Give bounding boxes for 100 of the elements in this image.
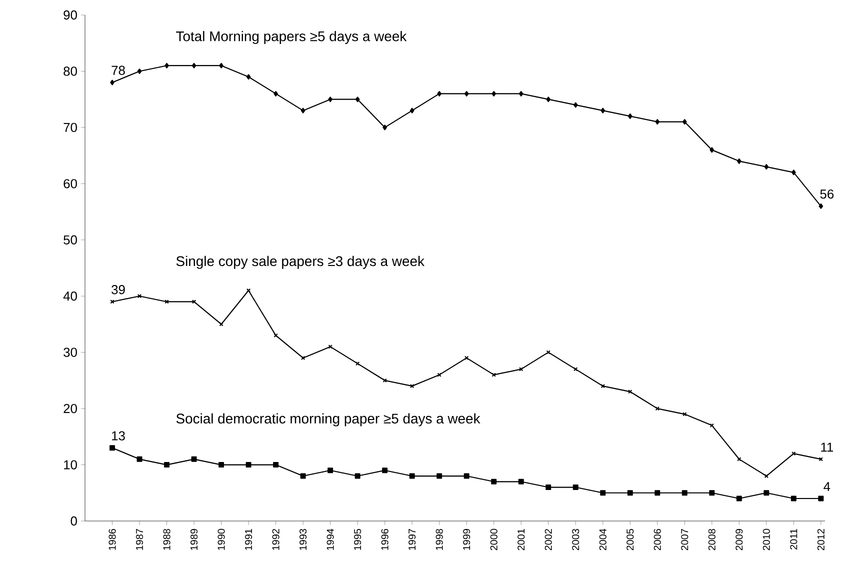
point [682, 119, 687, 125]
x-tick-label: 2003 [572, 528, 580, 550]
y-tick-label: 80 [64, 66, 77, 76]
y-tick-label: 90 [64, 10, 77, 20]
point [628, 113, 632, 119]
x-tick-label: 1986 [108, 528, 116, 550]
point [464, 473, 470, 479]
point [274, 90, 278, 96]
point [600, 108, 606, 114]
x-tick-label: 1988 [163, 528, 170, 550]
point [573, 102, 578, 108]
y-tick-label: 30 [64, 348, 77, 357]
data-label: 11 [821, 442, 834, 452]
point [410, 108, 414, 114]
point [110, 445, 115, 451]
point [572, 484, 578, 490]
x-tick-label: 2004 [599, 528, 606, 550]
point [791, 170, 796, 176]
point [328, 468, 334, 474]
x-tick-label: 1992 [272, 529, 280, 550]
point [546, 484, 552, 490]
data-label: 13 [112, 431, 125, 440]
point [164, 462, 170, 468]
point [110, 80, 114, 86]
x-tick-label: 2001 [518, 529, 525, 550]
point [136, 456, 142, 462]
point [764, 164, 769, 170]
point [736, 158, 742, 164]
y-tick-label: 20 [64, 404, 77, 414]
point [355, 96, 360, 102]
point [192, 300, 196, 304]
y-tick-label: 60 [64, 179, 77, 188]
point [654, 490, 660, 496]
data-label: 56 [820, 189, 834, 199]
text: Social democratic morning paper ≥5 days a week [176, 413, 480, 426]
y-tick-label: 40 [63, 292, 77, 301]
point [518, 478, 524, 484]
point [655, 119, 660, 125]
point [300, 108, 306, 114]
series-label: Total Morning papers ≥5 days a week [176, 30, 407, 44]
point [764, 490, 770, 496]
point [273, 462, 279, 468]
point [790, 496, 796, 502]
point [627, 490, 633, 496]
x-tick-label: 1989 [190, 528, 198, 550]
point [246, 288, 251, 293]
point [328, 96, 333, 102]
x-tick-label: 2005 [626, 528, 634, 550]
y-tick-label: 50 [64, 235, 77, 244]
x-tick-label: 2007 [681, 529, 688, 550]
data-label: 4 [824, 482, 830, 491]
point [682, 490, 688, 496]
y-tick-label: 70 [64, 122, 77, 132]
data-label: 39 [112, 285, 125, 294]
text: Single copy sale papers ≥3 days a week [176, 256, 424, 269]
point [219, 62, 224, 68]
x-tick-label: 1993 [300, 528, 307, 550]
x-tick-label: 2000 [490, 528, 498, 550]
point [600, 490, 606, 496]
point [818, 496, 824, 502]
point [300, 473, 306, 479]
x-tick-label: 2002 [544, 529, 552, 550]
point [464, 90, 469, 96]
point [710, 147, 714, 153]
x-tick-label: 2012 [817, 529, 824, 550]
point [354, 473, 360, 479]
x-tick-label: 1990 [218, 528, 225, 550]
x-tick-label: 2009 [736, 528, 743, 550]
point [491, 478, 497, 484]
x-tick-label: 2011 [790, 529, 798, 550]
point [246, 74, 251, 80]
point [709, 490, 715, 496]
point [382, 468, 388, 474]
point [192, 62, 196, 68]
x-tick-label: 1999 [463, 528, 470, 550]
x-tick-label: 1994 [326, 528, 334, 550]
x-tick-label: 1998 [436, 528, 443, 550]
y-tick-label: 10 [64, 460, 77, 470]
x-tick-label: 1987 [136, 529, 144, 550]
x-tick-label: 2006 [654, 528, 661, 550]
x-tick-label: 1996 [381, 528, 388, 550]
point [218, 462, 224, 468]
point [492, 90, 496, 96]
point [382, 124, 388, 130]
point [409, 473, 415, 479]
point [736, 496, 742, 502]
x-tick-label: 1997 [408, 529, 416, 550]
point [137, 68, 142, 74]
point [518, 90, 524, 96]
y-tick-label: 0 [70, 516, 77, 526]
data-label: 78 [112, 66, 125, 75]
point [818, 203, 824, 209]
x-tick-label: 2008 [708, 528, 716, 550]
point [382, 378, 387, 383]
point [436, 473, 442, 479]
point [191, 456, 197, 462]
x-tick-label: 2010 [762, 528, 770, 550]
point [546, 96, 551, 102]
point [437, 90, 442, 96]
point [274, 333, 278, 338]
